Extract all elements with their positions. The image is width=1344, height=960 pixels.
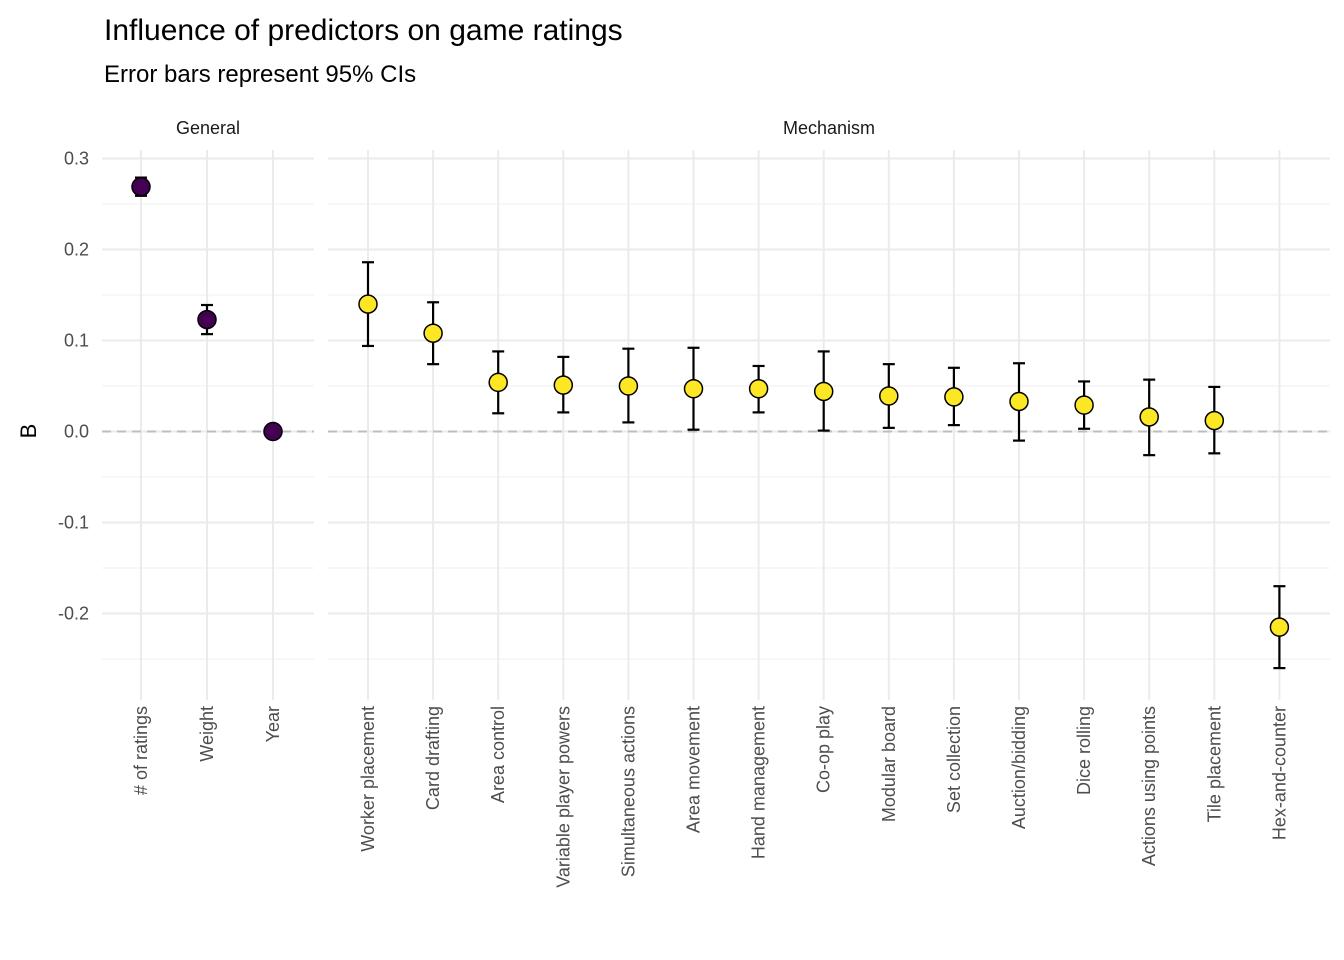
estimate-point xyxy=(423,323,443,343)
estimate-point xyxy=(553,375,574,395)
estimate-point xyxy=(263,421,283,442)
estimate-point xyxy=(944,387,964,407)
x-tick-label: Variable player powers xyxy=(553,706,573,888)
data-point-group xyxy=(1009,362,1029,442)
y-tick-label: 0.0 xyxy=(64,422,89,442)
x-tick-label: Tile placement xyxy=(1204,706,1224,822)
x-tick-label: Co-op play xyxy=(814,706,834,793)
x-tick-label: Area control xyxy=(488,706,508,803)
data-point-group xyxy=(618,347,639,424)
facet-strips: General Mechanism xyxy=(176,118,875,138)
data-point-group xyxy=(1139,378,1159,457)
x-tick-label: Simultaneous actions xyxy=(618,706,638,877)
data-point-group xyxy=(1074,380,1094,430)
x-tick-label: Area movement xyxy=(684,706,704,833)
y-axis: 0.3 0.2 0.1 0.0 -0.1 -0.2 xyxy=(58,149,89,624)
estimate-point xyxy=(618,376,639,396)
estimate-point xyxy=(1139,407,1159,427)
data-point-group xyxy=(488,350,508,415)
data-point-group xyxy=(423,301,443,366)
data-point-group xyxy=(1269,585,1290,670)
estimate-point xyxy=(879,386,899,406)
facet-label-mechanism: Mechanism xyxy=(783,118,875,138)
data-point-group xyxy=(683,346,704,431)
y-tick-label: -0.1 xyxy=(58,513,89,533)
estimate-point xyxy=(488,372,508,393)
x-axis: # of ratings Weight Year Worker placement Ca… xyxy=(131,706,1289,888)
y-tick-label: 0.1 xyxy=(64,331,89,351)
data-point-group xyxy=(748,364,769,414)
chart-subtitle: Error bars represent 95% CIs xyxy=(104,61,416,88)
estimate-point xyxy=(358,294,378,314)
y-tick-label: 0.2 xyxy=(64,240,89,260)
estimate-point xyxy=(1204,410,1225,431)
x-tick-label: Weight xyxy=(197,706,217,762)
y-axis-title: B xyxy=(16,424,41,439)
x-tick-label: # of ratings xyxy=(131,706,151,795)
x-tick-label: Worker placement xyxy=(358,706,378,852)
x-tick-label: Actions using points xyxy=(1139,706,1159,866)
x-tick-label: Hex-and-counter xyxy=(1269,706,1289,840)
x-tick-label: Set collection xyxy=(944,706,964,813)
data-point-group xyxy=(813,350,834,432)
data-point-group xyxy=(553,355,574,414)
y-tick-label: -0.2 xyxy=(58,604,89,624)
estimate-point xyxy=(1269,617,1290,637)
data-point-group xyxy=(358,261,378,348)
estimate-point xyxy=(1009,391,1029,412)
facet-label-general: General xyxy=(176,118,240,138)
x-tick-label: Dice rolling xyxy=(1074,706,1094,795)
x-tick-label: Modular board xyxy=(879,706,899,822)
chart-title: Influence of predictors on game ratings xyxy=(104,14,623,47)
data-point-group xyxy=(1204,385,1225,455)
marks-layer xyxy=(131,176,1290,670)
data-point-group xyxy=(197,303,217,336)
x-tick-label: Hand management xyxy=(749,706,769,859)
estimate-point xyxy=(748,378,769,399)
estimate-point xyxy=(197,309,217,330)
estimate-point xyxy=(131,176,151,197)
data-point-group xyxy=(879,363,899,429)
estimate-point xyxy=(813,381,834,402)
x-tick-label: Auction/bidding xyxy=(1009,706,1029,829)
estimate-point xyxy=(683,378,704,399)
estimate-point xyxy=(1074,395,1094,415)
data-point-group xyxy=(944,366,964,427)
x-tick-label: Card drafting xyxy=(423,706,443,810)
data-point-group xyxy=(131,176,151,197)
data-point-group xyxy=(263,421,283,442)
y-tick-label: 0.3 xyxy=(64,149,89,169)
x-tick-label: Year xyxy=(263,706,283,742)
